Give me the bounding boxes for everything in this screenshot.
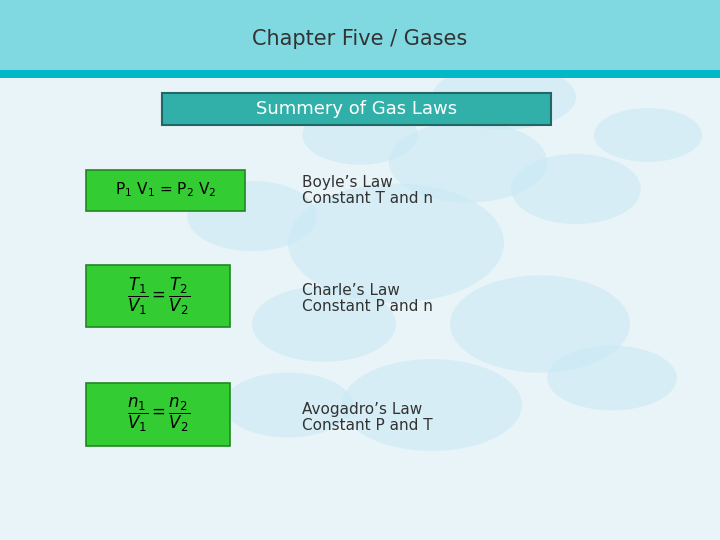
Text: P$_1$ V$_1$ = P$_2$ V$_2$: P$_1$ V$_1$ = P$_2$ V$_2$ xyxy=(115,181,216,199)
Ellipse shape xyxy=(594,108,702,162)
Bar xyxy=(86,383,230,446)
Ellipse shape xyxy=(450,275,630,373)
Ellipse shape xyxy=(252,286,396,362)
Bar xyxy=(0,70,720,78)
Ellipse shape xyxy=(547,346,677,410)
Bar xyxy=(86,265,230,327)
Ellipse shape xyxy=(342,359,522,451)
Text: $\dfrac{n_1}{V_1} = \dfrac{n_2}{V_2}$: $\dfrac{n_1}{V_1} = \dfrac{n_2}{V_2}$ xyxy=(127,396,190,434)
Bar xyxy=(86,170,245,211)
Text: $\dfrac{T_1}{V_1} = \dfrac{T_2}{V_2}$: $\dfrac{T_1}{V_1} = \dfrac{T_2}{V_2}$ xyxy=(127,275,190,316)
Ellipse shape xyxy=(288,184,504,302)
Ellipse shape xyxy=(302,105,418,165)
Text: Avogadro’s Law: Avogadro’s Law xyxy=(302,402,423,417)
Ellipse shape xyxy=(432,65,576,130)
Ellipse shape xyxy=(511,154,641,224)
Bar xyxy=(162,93,551,125)
Text: Chapter Five / Gases: Chapter Five / Gases xyxy=(253,29,467,50)
Ellipse shape xyxy=(389,122,547,202)
Bar xyxy=(0,0,720,71)
Text: Charle’s Law: Charle’s Law xyxy=(302,283,400,298)
Ellipse shape xyxy=(223,373,353,437)
Text: Boyle’s Law: Boyle’s Law xyxy=(302,175,393,190)
Ellipse shape xyxy=(187,181,317,251)
Text: Constant P and T: Constant P and T xyxy=(302,418,433,433)
Text: Constant T and n: Constant T and n xyxy=(302,191,433,206)
Text: Summery of Gas Laws: Summery of Gas Laws xyxy=(256,100,457,118)
Text: Constant P and n: Constant P and n xyxy=(302,299,433,314)
